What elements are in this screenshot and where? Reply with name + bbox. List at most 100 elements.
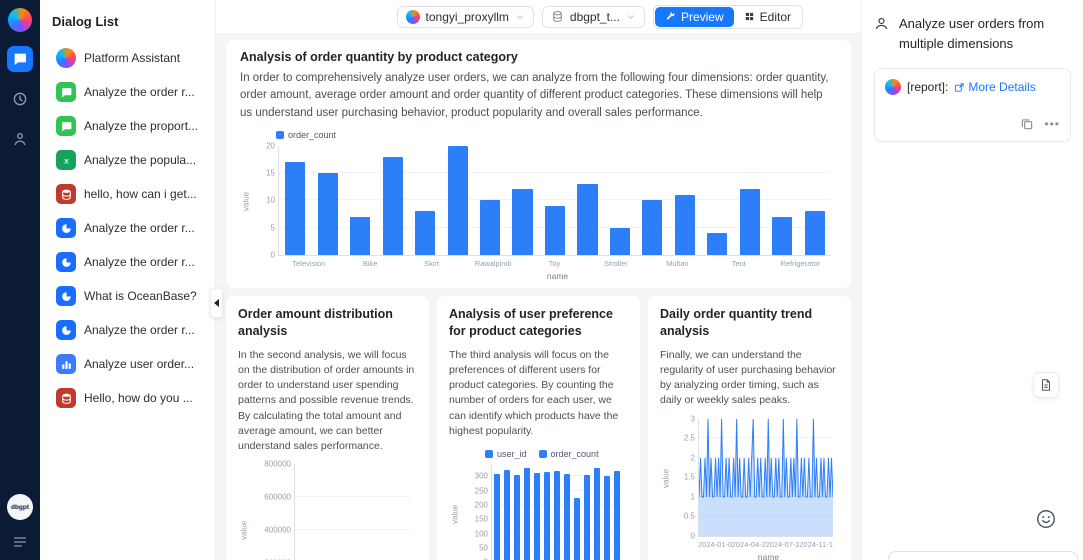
bar — [544, 205, 566, 255]
bar — [573, 497, 581, 560]
chevron-down-icon — [516, 14, 523, 19]
dialog-list-item[interactable]: What is OceanBase? — [50, 279, 205, 313]
chat-app-icon — [56, 116, 76, 136]
dialog-list-item[interactable]: Analyze the order r... — [50, 313, 205, 347]
legend-item[interactable]: order_count — [538, 449, 599, 459]
bar — [447, 145, 468, 255]
dialog-item-label: Analyze the order r... — [84, 323, 195, 337]
gridline — [699, 515, 833, 517]
rail-nav-items — [7, 46, 33, 152]
section-description: Finally, we can understand the regularit… — [660, 348, 836, 407]
y-tick-label: 10 — [266, 195, 275, 205]
plot-area: 0 50 100 150 200 250 300 — [475, 465, 622, 560]
x-tick-label: 2024-07-25 — [765, 539, 800, 549]
chat-input[interactable] — [888, 551, 1078, 560]
x-tick-label: 2024-01-03 — [698, 539, 732, 549]
bar — [317, 173, 338, 255]
dialog-list-item[interactable]: hello, how can i get... — [50, 177, 205, 211]
dbgpt-logo[interactable]: dbgpt — [7, 494, 33, 520]
chat-app-icon — [56, 82, 76, 102]
dialog-list-item[interactable]: Analyze the order r... — [50, 75, 205, 109]
y-tick-label: 2 — [690, 453, 695, 463]
editor-button[interactable]: Editor — [734, 7, 801, 27]
bar — [553, 470, 561, 560]
x-tick-label: Tent — [731, 258, 746, 268]
list-collapse-icon[interactable] — [12, 534, 28, 550]
more-actions-icon[interactable]: ••• — [1044, 117, 1060, 132]
analysis-cards-row: Order amount distribution analysis In th… — [226, 296, 851, 560]
x-tick-label: Multan — [666, 258, 689, 268]
y-tick-label: 5 — [270, 223, 275, 232]
y-tick-label: 200 — [474, 500, 488, 510]
dialog-list-item[interactable]: Analyze the proport... — [50, 109, 205, 143]
bar — [804, 211, 825, 255]
bar — [593, 467, 601, 560]
model-select-value: tongyi_proxyllm — [425, 9, 509, 24]
dialog-item-label: What is OceanBase? — [84, 289, 197, 303]
dialog-list-item[interactable]: Analyze user order... — [50, 347, 205, 381]
copy-icon[interactable] — [1020, 117, 1034, 131]
legend-swatch — [538, 450, 547, 459]
report-section-order-quantity: Analysis of order quantity by product ca… — [226, 40, 851, 288]
dialog-item-label: Analyze the order r... — [84, 85, 195, 99]
user-icon — [875, 17, 888, 30]
rail-item-agent[interactable] — [7, 126, 33, 152]
x-tick-label: Bike — [362, 258, 378, 268]
dialog-list-item[interactable]: Analyze the order r... — [50, 245, 205, 279]
dialog-item-label: Hello, how do you ... — [84, 391, 193, 405]
dialog-item-label: Analyze the popula... — [84, 153, 197, 167]
bar — [707, 232, 728, 255]
bar — [285, 162, 306, 255]
bar — [533, 473, 541, 560]
rail-item-history[interactable] — [7, 86, 33, 112]
x-tick-label: Refrigerator — [780, 258, 821, 268]
history-icon — [13, 92, 27, 106]
dialog-list-item[interactable]: Platform Assistant — [50, 41, 205, 75]
y-axis-title: value — [661, 468, 671, 488]
dbgpt-app-logo-icon[interactable] — [8, 8, 32, 32]
y-tick-label: 300 — [474, 471, 488, 481]
x-tick-label: 2024-11-16 — [799, 539, 833, 549]
section-title: Daily order quantity trend analysis — [660, 307, 813, 338]
bar — [493, 473, 501, 560]
chat-bubble-icon — [14, 53, 26, 65]
datasource-select[interactable]: dbgpt_t... — [541, 5, 645, 28]
dialog-list-item[interactable]: Analyze the order r... — [50, 211, 205, 245]
dialog-list-item[interactable]: x Analyze the popula... — [50, 143, 205, 177]
y-tick-label: 2.5 — [683, 433, 695, 443]
datasource-icon — [553, 11, 562, 22]
x-tick-label: Rawalpindi — [474, 258, 512, 268]
dialog-list-title: Dialog List — [52, 14, 119, 29]
bar — [512, 189, 533, 255]
legend-label: user_id — [497, 449, 527, 460]
y-tick-label: 50 — [479, 543, 488, 553]
more-details-link[interactable]: More Details — [954, 80, 1036, 94]
legend-item[interactable]: order_count — [276, 130, 336, 140]
section-description: In the second analysis, we will focus on… — [238, 348, 415, 453]
assistant-report-card: [report]: More Details ••• — [874, 68, 1071, 143]
rail-item-chat-bubble[interactable] — [7, 46, 33, 72]
wrench-icon — [666, 11, 675, 20]
y-tick-label: 600000 — [264, 492, 291, 502]
gridline — [295, 528, 411, 530]
chart-legend: order_count — [276, 130, 837, 140]
legend-item[interactable]: user_id — [485, 449, 527, 459]
export-report-button[interactable] — [1033, 372, 1059, 398]
order-quantity-bar-chart: order_count value 0 5 10 15 20 Television Bike Sk… — [240, 130, 837, 281]
preview-button[interactable]: Preview — [654, 6, 734, 27]
y-axis-title: value — [450, 504, 460, 524]
y-tick-label: 15 — [266, 168, 275, 178]
y-tick-label: 20 — [266, 141, 275, 151]
bar — [415, 211, 436, 255]
y-axis-title: value — [241, 191, 251, 211]
user-message: Analyze user orders from multiple dimens… — [874, 14, 1071, 54]
bar — [603, 475, 611, 560]
panel-collapse-handle[interactable] — [210, 288, 223, 318]
model-select[interactable]: tongyi_proxyllm — [396, 5, 534, 28]
assistant-swirl-icon — [56, 48, 76, 68]
report-section-order-amount: Order amount distribution analysis In th… — [226, 296, 429, 560]
bar-series — [279, 145, 831, 255]
bar — [350, 216, 371, 255]
feedback-button[interactable] — [1035, 508, 1057, 530]
dialog-list-item[interactable]: Hello, how do you ... — [50, 381, 205, 415]
